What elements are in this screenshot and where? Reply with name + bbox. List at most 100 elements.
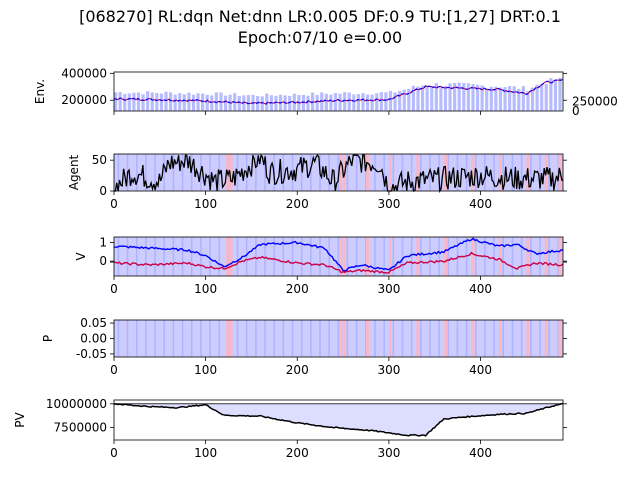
volume-bar: [388, 90, 393, 111]
panel-agent: [110, 153, 567, 195]
volume-bar: [214, 92, 218, 111]
sell-band: [255, 320, 257, 357]
sell-band: [218, 320, 220, 357]
sell-band: [181, 154, 184, 191]
sell-band: [273, 320, 275, 357]
buy-band: [229, 154, 233, 191]
volume-bar: [439, 86, 443, 111]
volume-bar: [182, 94, 186, 111]
volume-bar: [517, 88, 521, 111]
volume-bar: [521, 86, 525, 111]
sell-band: [337, 237, 340, 276]
buy-band: [388, 154, 392, 191]
sell-band: [530, 237, 532, 276]
sell-band: [310, 320, 312, 357]
x-tick-label: 100: [194, 282, 217, 296]
sell-band: [484, 320, 486, 357]
buy-band: [365, 154, 369, 191]
y-axis-label: V: [74, 252, 88, 261]
volume-bar: [530, 87, 535, 111]
sell-band: [493, 320, 495, 357]
sell-band: [475, 237, 477, 276]
pv-line: [113, 402, 564, 437]
x-tick-label: 400: [469, 446, 492, 460]
x-tick-label: 200: [286, 197, 309, 211]
volume-bar: [146, 91, 150, 111]
sell-band: [420, 320, 422, 357]
sell-band: [282, 237, 285, 276]
volume-bar: [329, 94, 333, 111]
buy-band: [416, 154, 420, 191]
y-tick-label: 10000000: [46, 397, 107, 411]
pv-area: [114, 403, 563, 436]
sell-band: [319, 320, 321, 357]
x-tick-label: 0: [110, 446, 118, 460]
right-y-tick-label: 250000: [572, 95, 618, 109]
volume-bar: [333, 93, 338, 111]
sell-band: [264, 237, 266, 276]
sell-band: [145, 237, 147, 276]
sell-band: [291, 237, 294, 276]
volume-bar: [508, 86, 512, 111]
sell-band: [374, 320, 376, 357]
buy-band: [558, 237, 562, 276]
buy-band: [339, 237, 343, 276]
buy-band: [498, 154, 502, 191]
volume-bar: [466, 83, 470, 111]
sell-band: [539, 154, 541, 191]
y-tick-label: 0: [99, 254, 107, 268]
buy-band: [229, 320, 233, 357]
x-tick-label: 200: [286, 446, 309, 460]
sell-band: [383, 154, 385, 191]
volume-bar: [549, 78, 553, 111]
sell-band: [163, 154, 165, 191]
sell-band: [355, 237, 358, 276]
volume-bar: [114, 92, 118, 111]
volume-bar: [475, 84, 480, 111]
volume-bar: [535, 84, 539, 111]
sell-band: [511, 237, 514, 276]
sell-band: [117, 320, 120, 357]
volume-bar: [127, 93, 131, 111]
volume-bar: [265, 93, 269, 111]
volume-bar: [416, 86, 420, 111]
volume-bar: [494, 86, 498, 111]
sell-band: [163, 320, 165, 357]
sell-band: [429, 237, 431, 276]
volume-bar: [407, 88, 411, 111]
sell-band: [172, 320, 175, 357]
buy-band: [443, 320, 447, 357]
volume-bar: [343, 92, 347, 111]
volume-bar: [301, 94, 306, 111]
sell-band: [255, 154, 257, 191]
sell-band: [135, 320, 138, 357]
sell-band: [539, 320, 541, 357]
panel-value: [110, 236, 567, 280]
volume-bar: [361, 93, 365, 111]
sell-band: [145, 154, 147, 191]
x-tick-label: 0: [110, 363, 118, 377]
volume-bar: [398, 90, 402, 111]
panel-frame: [113, 236, 564, 277]
sell-band: [190, 320, 193, 357]
x-tick-label: 0: [110, 282, 118, 296]
volume-bar: [155, 93, 159, 111]
buy-band: [388, 237, 392, 276]
sell-band: [401, 320, 404, 357]
sell-band: [117, 237, 120, 276]
sell-band: [310, 237, 312, 276]
sell-band: [346, 154, 349, 191]
volume-bar: [526, 91, 530, 111]
sell-band: [447, 237, 450, 276]
agent-stock-line: [114, 153, 563, 194]
volume-bar: [187, 92, 191, 111]
x-tick-label: 300: [377, 446, 400, 460]
y-axis-label: Env.: [33, 79, 47, 104]
x-tick-label: 100: [194, 446, 217, 460]
sell-band: [209, 320, 211, 357]
volume-bar: [411, 85, 416, 111]
buy-band: [365, 320, 369, 357]
sell-band: [429, 154, 431, 191]
sell-band: [209, 237, 211, 276]
x-tick-label: 400: [469, 282, 492, 296]
